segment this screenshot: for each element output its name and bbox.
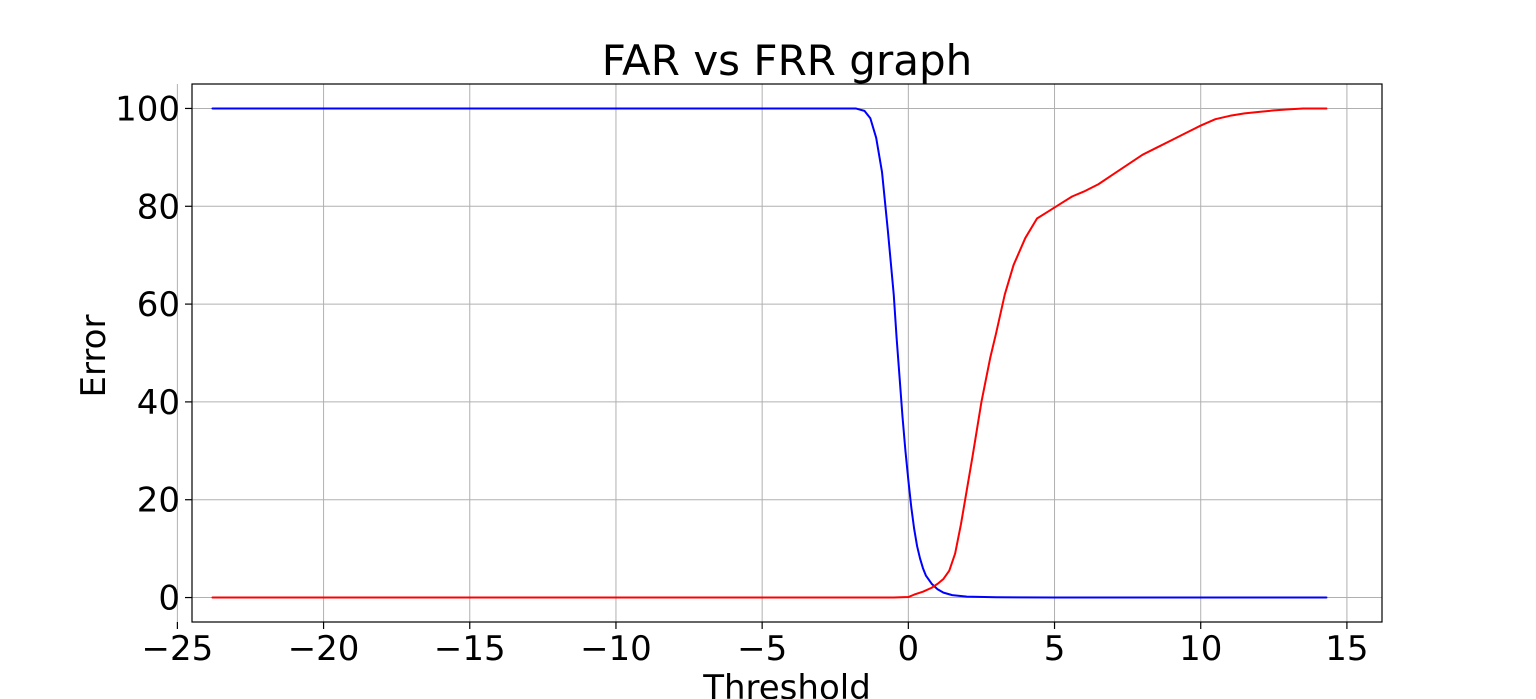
y-tick-label: 20 [137,481,180,521]
x-tick-label: −15 [434,629,506,669]
x-axis: −25 −20 −15 −10 −5 0 5 10 15 [141,622,1369,669]
y-axis: 0 20 40 60 80 100 [115,89,192,619]
x-tick-label: −5 [737,629,787,669]
x-tick-label: −20 [288,629,360,669]
y-tick-label: 0 [158,579,180,619]
chart-title: FAR vs FRR graph [602,36,972,85]
plot-frame [191,83,1383,623]
y-tick-label: 80 [137,187,180,227]
y-tick-label: 100 [115,89,180,129]
y-tick-label: 40 [137,383,180,423]
x-tick-label: 5 [1044,629,1066,669]
x-axis-label: Threshold [702,668,871,699]
x-tick-label: 15 [1325,629,1368,669]
x-tick-label: −10 [580,629,652,669]
series-line-2 [211,107,1328,599]
y-axis-label: Error [74,315,114,398]
x-tick-label: 0 [898,629,920,669]
grid [176,84,1382,622]
series-line-1 [211,107,1328,599]
plot-lines [211,107,1328,599]
x-tick-label: −25 [141,629,213,669]
y-tick-label: 60 [137,285,180,325]
x-tick-label: 10 [1179,629,1222,669]
